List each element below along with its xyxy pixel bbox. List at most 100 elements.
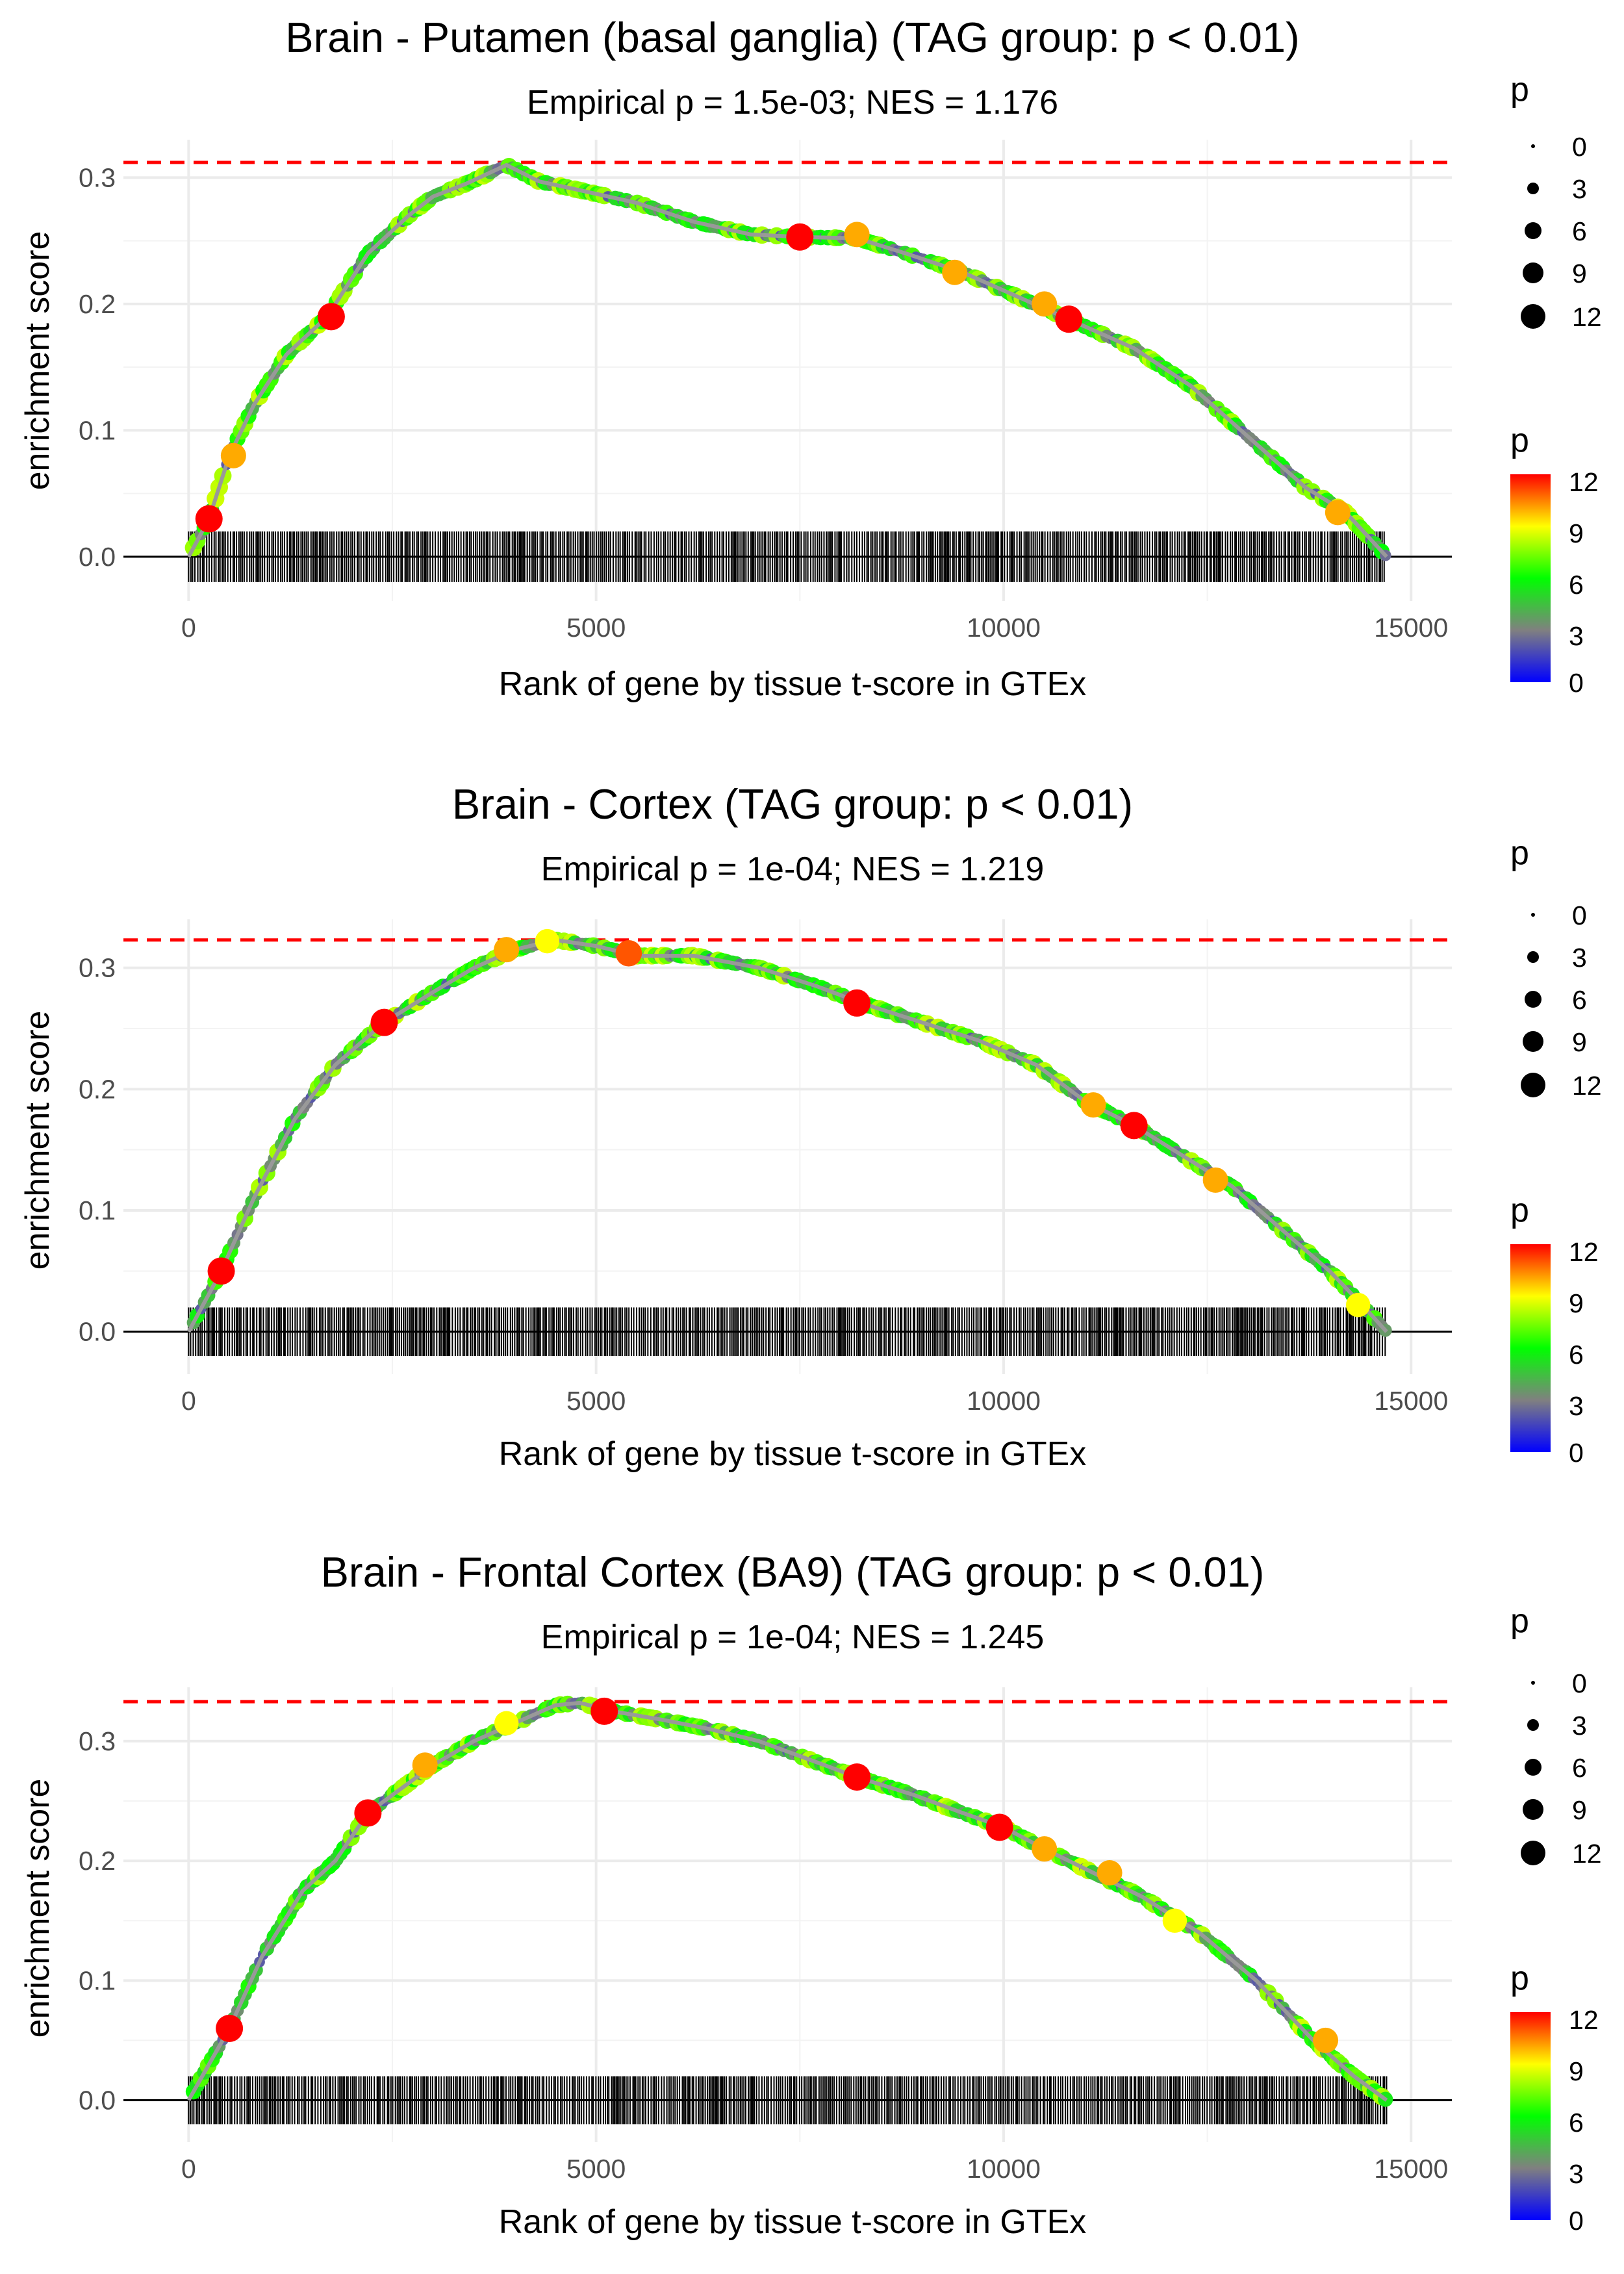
color-legend-title: p <box>1510 1960 1529 1997</box>
highlight-point <box>615 939 642 967</box>
highlight-point <box>195 505 223 533</box>
x-axis-title: Rank of gene by tissue t-score in GTEx <box>499 2203 1087 2241</box>
size-legend-label: 12 <box>1572 1839 1602 1869</box>
colorbar-label: 9 <box>1569 1288 1584 1318</box>
curve-points <box>184 157 1391 561</box>
curve-points <box>185 1695 1393 2107</box>
y-axis-title: enrichment score <box>19 1011 57 1270</box>
colorbar-label: 6 <box>1569 1340 1584 1370</box>
x-tick-label: 5000 <box>566 1386 626 1416</box>
size-legend-label: 3 <box>1572 943 1587 973</box>
size-legend-dot-3 <box>1527 183 1539 194</box>
x-axis-title: Rank of gene by tissue t-score in GTEx <box>499 1435 1087 1473</box>
x-tick-label: 15000 <box>1374 2154 1448 2184</box>
panel-title: Brain - Cortex (TAG group: p < 0.01) <box>452 780 1133 828</box>
size-legend-dot-9 <box>1523 1799 1543 1820</box>
y-axis-title: enrichment score <box>19 1779 57 2038</box>
highlight-point <box>1345 1292 1371 1318</box>
x-tick-label: 0 <box>181 2154 196 2184</box>
size-legend-label: 3 <box>1572 1711 1587 1741</box>
y-tick-label: 0.0 <box>79 2086 116 2115</box>
colorbar-label: 0 <box>1569 668 1584 698</box>
panel-2: Brain - Cortex (TAG group: p < 0.01) Emp… <box>19 780 1602 1473</box>
colorbar-label: 3 <box>1569 1391 1584 1421</box>
size-legend-dot-6 <box>1525 991 1542 1008</box>
highlight-point <box>1080 1092 1106 1118</box>
size-legend-label: 0 <box>1572 901 1587 930</box>
y-tick-label: 0.1 <box>79 1965 116 1995</box>
highlight-point <box>1055 305 1083 333</box>
size-legend-dot-12 <box>1521 1073 1545 1097</box>
x-tick-label: 0 <box>181 613 196 643</box>
highlight-point <box>942 259 968 285</box>
size-legend-label: 3 <box>1572 174 1587 204</box>
panel-title: Brain - Putamen (basal ganglia) (TAG gro… <box>285 14 1299 61</box>
running-es-line <box>186 1700 1388 2102</box>
colorbar-label: 6 <box>1569 2108 1584 2138</box>
plot-area: 0 5000 10000 15000 0.0 0.1 0.2 0.3 <box>79 919 1452 1416</box>
highlight-point <box>216 2015 244 2042</box>
size-legend: p 0 3 6 9 12 <box>1510 1602 1602 1869</box>
x-tick-label: 5000 <box>566 2154 626 2184</box>
size-legend-dot-0 <box>1531 144 1535 148</box>
y-tick-label: 0.2 <box>79 1846 116 1876</box>
color-legend: p 12 9 6 3 0 <box>1510 1960 1599 2236</box>
panel-3: Brain - Frontal Cortex (BA9) (TAG group:… <box>19 1548 1602 2241</box>
highlight-point <box>412 1752 438 1778</box>
colorbar <box>1510 474 1551 682</box>
size-legend: p 0 3 6 9 12 <box>1510 834 1602 1101</box>
highlight-point <box>494 1711 519 1735</box>
highlight-point <box>1120 1112 1148 1140</box>
size-legend: p 0 3 6 9 12 <box>1510 71 1602 332</box>
colorbar-label: 3 <box>1569 2159 1584 2189</box>
x-tick-label: 0 <box>181 1386 196 1416</box>
colorbar-label: 3 <box>1569 621 1584 651</box>
size-legend-dot-0 <box>1531 1681 1535 1685</box>
y-tick-label: 0.2 <box>79 289 116 319</box>
size-legend-label: 0 <box>1572 1668 1587 1698</box>
size-legend-label: 12 <box>1572 1071 1602 1101</box>
y-tick-label: 0.2 <box>79 1074 116 1104</box>
size-legend-dot-9 <box>1523 1031 1543 1052</box>
y-tick-label: 0.3 <box>79 953 116 983</box>
size-legend-dot-3 <box>1527 951 1539 963</box>
color-legend: p 12 9 6 3 0 <box>1510 422 1599 698</box>
colorbar-label: 0 <box>1569 2206 1584 2236</box>
running-es-line <box>186 162 1388 558</box>
size-legend-dot-12 <box>1521 304 1545 329</box>
color-legend: p 12 9 6 3 0 <box>1510 1192 1599 1468</box>
size-legend-title: p <box>1510 834 1529 872</box>
colorbar-label: 9 <box>1569 518 1584 548</box>
highlight-point <box>1032 1836 1058 1862</box>
colorbar-label: 12 <box>1569 1237 1599 1267</box>
highlight-point <box>1313 2027 1339 2053</box>
size-legend-title: p <box>1510 71 1529 109</box>
highlight-point <box>1097 1860 1123 1886</box>
size-legend-label: 6 <box>1572 985 1587 1015</box>
highlight-point <box>844 222 870 248</box>
highlight-point <box>843 1763 871 1791</box>
highlight-point <box>354 1799 382 1827</box>
highlight-point <box>317 303 345 331</box>
size-legend-label: 6 <box>1572 1753 1587 1783</box>
x-tick-label: 10000 <box>967 2154 1041 2184</box>
x-axis-title: Rank of gene by tissue t-score in GTEx <box>499 665 1087 703</box>
panel-subtitle: Empirical p = 1e-04; NES = 1.219 <box>541 850 1045 888</box>
highlight-point <box>1032 291 1058 317</box>
y-axis-title: enrichment score <box>19 231 57 491</box>
y-tick-label: 0.0 <box>79 542 116 572</box>
highlight-point <box>843 989 871 1017</box>
size-legend-dot-12 <box>1521 1841 1545 1865</box>
size-legend-dot-3 <box>1527 1719 1539 1731</box>
highlight-point <box>494 937 520 963</box>
curve-points <box>186 931 1392 1337</box>
colorbar <box>1510 2012 1551 2220</box>
y-tick-label: 0.1 <box>79 415 116 445</box>
x-tick-label: 10000 <box>967 1386 1041 1416</box>
size-legend-dot-6 <box>1525 1759 1542 1776</box>
highlight-point <box>786 223 814 251</box>
highlight-point <box>985 1813 1013 1841</box>
highlight-point <box>590 1697 618 1725</box>
highlight-point <box>220 442 246 468</box>
